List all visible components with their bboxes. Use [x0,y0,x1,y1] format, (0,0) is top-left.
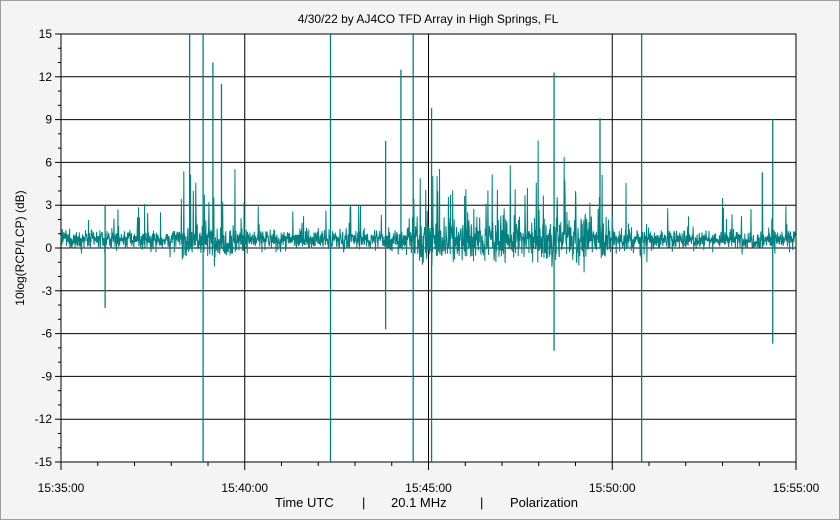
x-tick-label: 15:35:00 [38,481,85,495]
y-tick-label: 0 [45,241,52,255]
polarization-trace [60,140,797,273]
footer-separator: | [480,495,483,510]
y-axis-label: 10log(RCP/LCP) (dB) [13,190,27,305]
y-tick-label: -3 [41,284,52,298]
footer-separator: | [362,495,365,510]
y-tick-label: -12 [35,412,53,426]
y-tick-label: 9 [45,113,52,127]
y-tick-label: 15 [39,27,53,41]
y-tick-labels: 15 12 9 6 3 0 -3 -6 -9 -12 -15 [35,27,53,469]
x-tick-label: 15:45:00 [405,481,452,495]
y-tick-label: -6 [41,327,52,341]
x-axis-label: Time UTC [275,495,334,510]
chart-title: 4/30/22 by AJ4CO TFD Array in High Sprin… [298,12,559,26]
x-tick-labels: 15:35:00 15:40:00 15:45:00 15:50:00 15:55:00 [38,481,820,495]
y-tick-label: -9 [41,369,52,383]
y-tick-label: 6 [45,155,52,169]
spike-lines [104,34,774,462]
x-tick-label: 15:55:00 [773,481,820,495]
x-tick-label: 15:50:00 [589,481,636,495]
x-tick-label: 15:40:00 [221,481,268,495]
y-tick-label: 3 [45,198,52,212]
y-tick-label: 12 [39,70,53,84]
minor-ticks [55,33,797,470]
footer-label: Time UTC | 20.1 MHz | Polarization [275,495,578,510]
y-tick-label: -15 [35,455,53,469]
frequency-label: 20.1 MHz [391,495,447,510]
mode-label: Polarization [510,495,578,510]
